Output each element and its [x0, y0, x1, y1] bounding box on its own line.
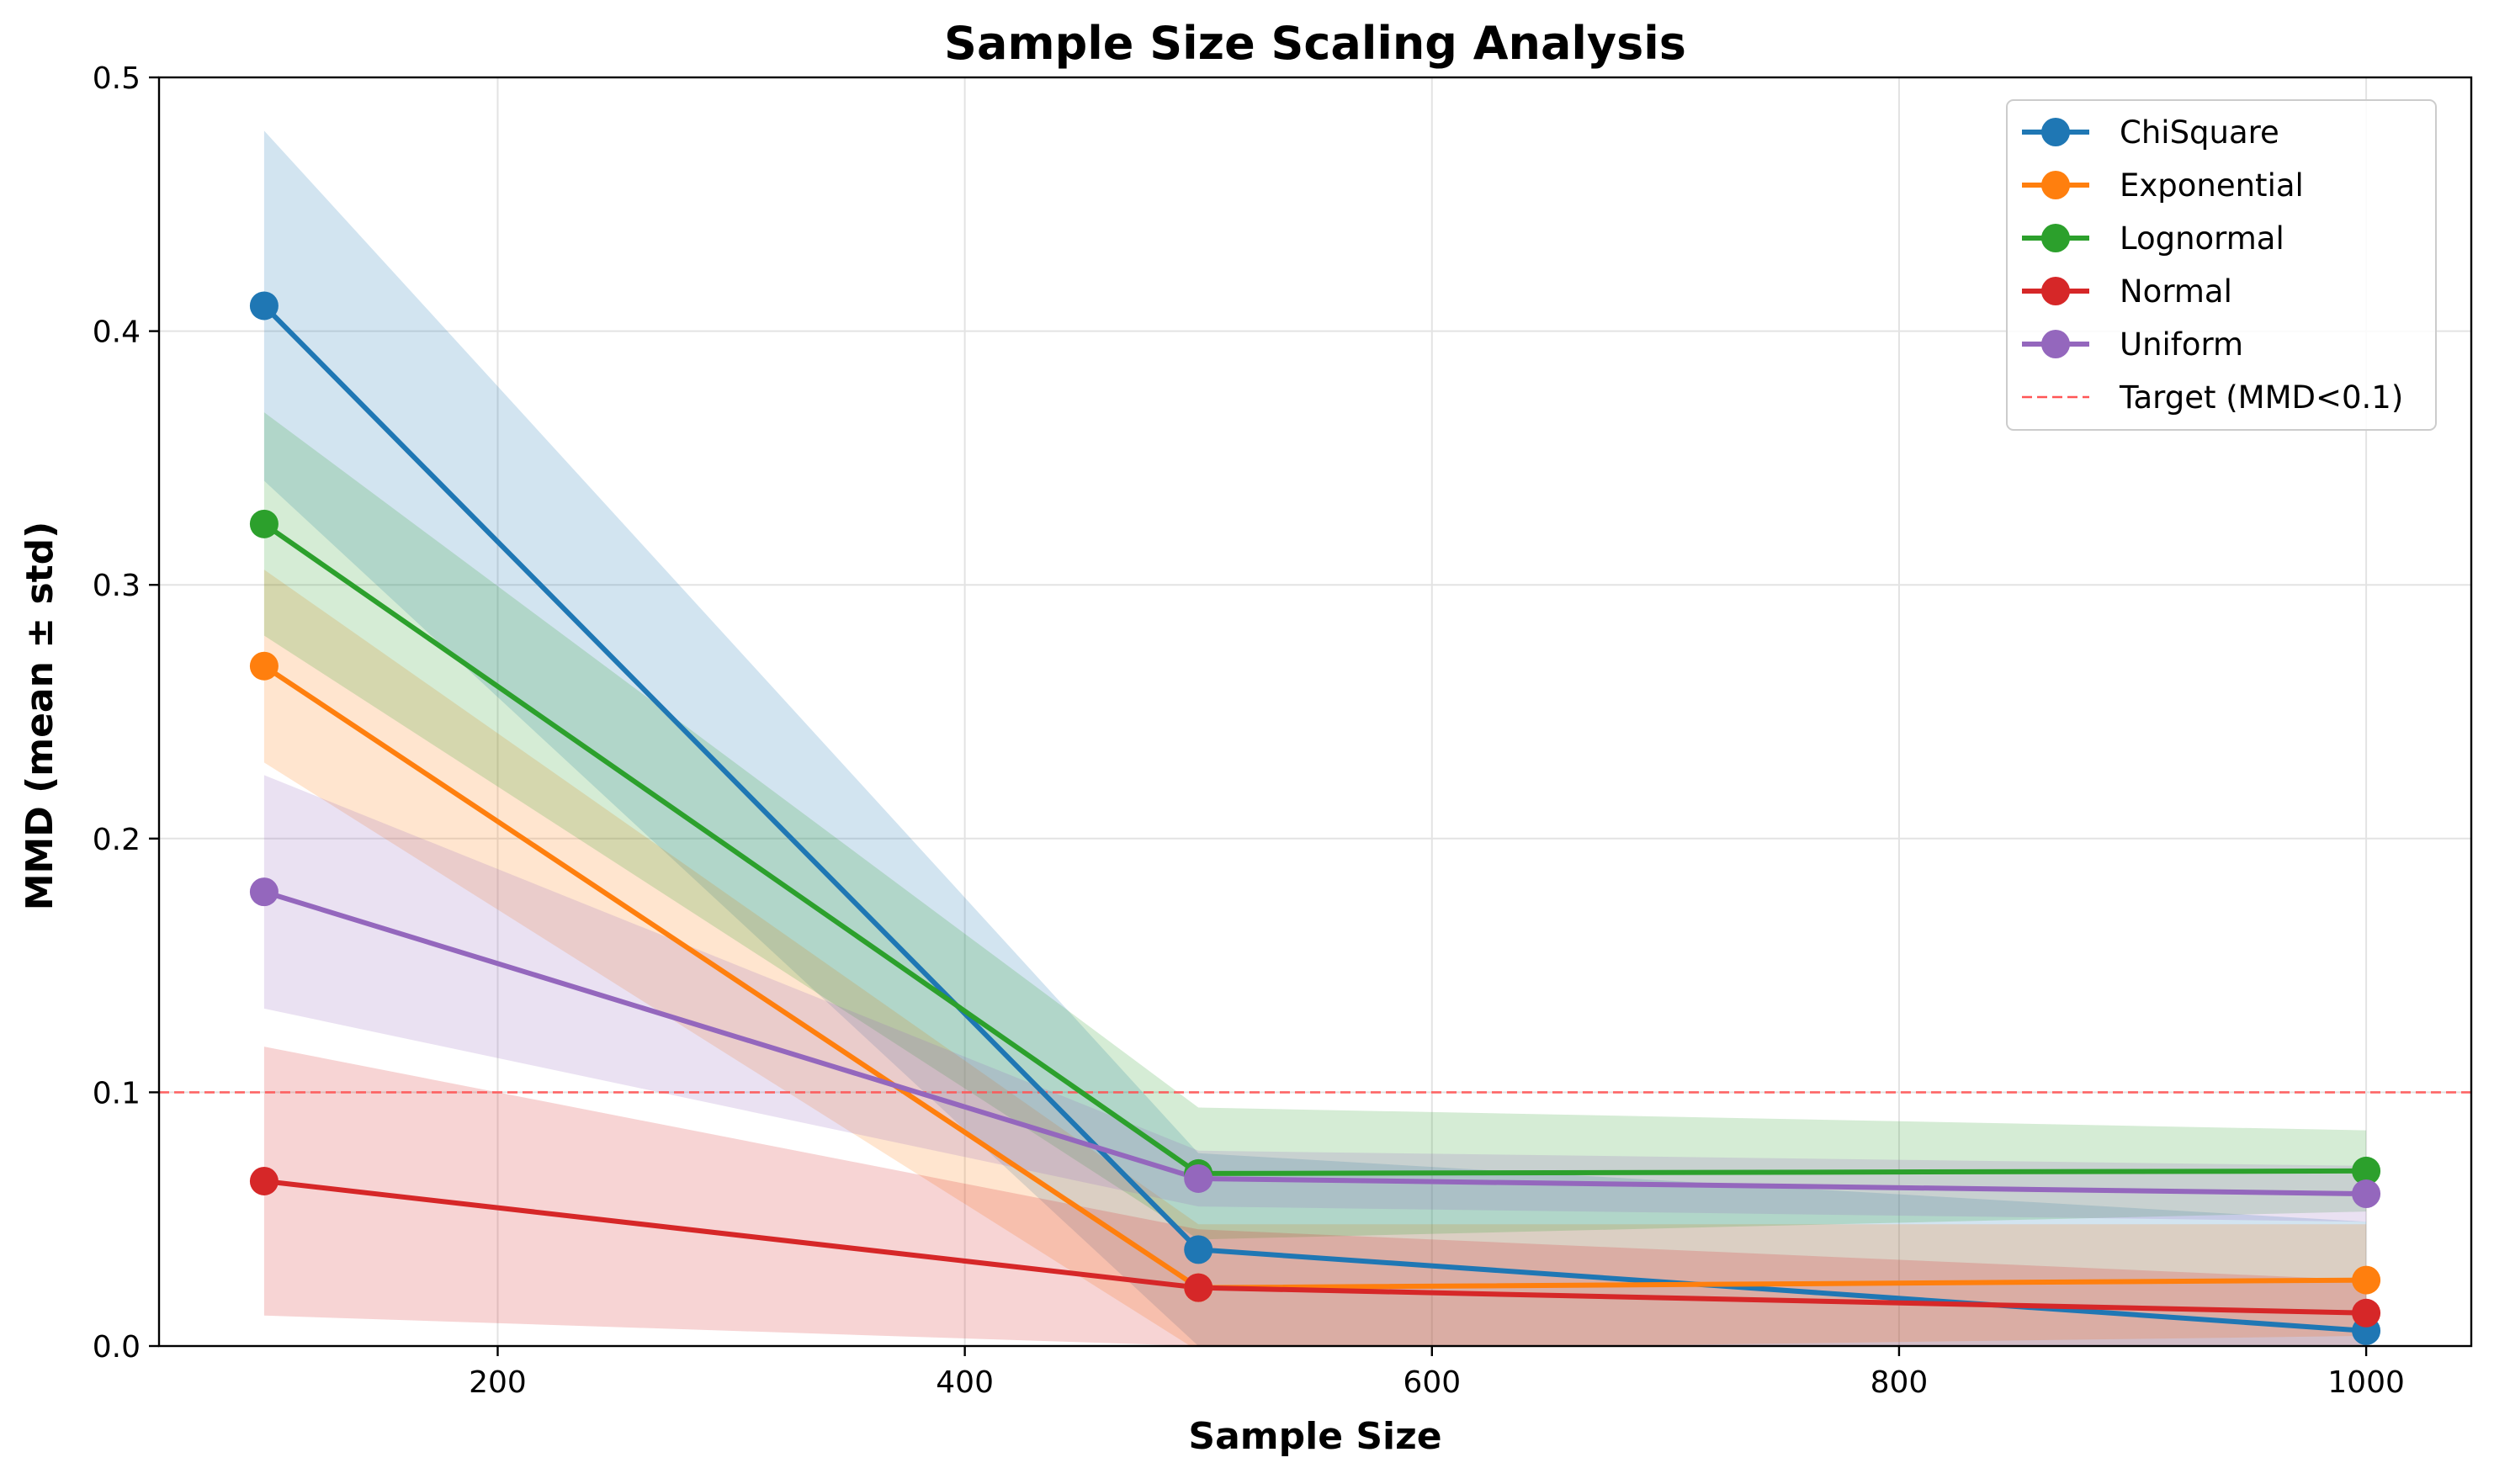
legend-marker-normal [2041, 277, 2070, 305]
legend-label-uniform: Uniform [2120, 326, 2243, 363]
legend-marker-exponential [2041, 171, 2070, 199]
data-point-chisquare [1184, 1235, 1213, 1264]
data-point-normal [1184, 1274, 1213, 1302]
x-tick-label: 400 [936, 1365, 994, 1400]
chart-title: Sample Size Scaling Analysis [944, 17, 1686, 70]
y-tick-label: 0.3 [93, 569, 141, 603]
x-tick-label: 200 [469, 1365, 527, 1400]
data-point-uniform [1184, 1164, 1213, 1193]
x-tick-label: 800 [1870, 1365, 1929, 1400]
y-tick-label: 0.0 [93, 1330, 141, 1365]
legend-marker-chisquare [2041, 118, 2070, 146]
y-tick-label: 0.4 [93, 315, 141, 350]
data-point-normal [2352, 1299, 2380, 1328]
data-point-exponential [250, 652, 279, 681]
y-tick-label: 0.2 [93, 823, 141, 857]
legend-label-lognormal: Lognormal [2120, 220, 2284, 257]
legend-label-exponential: Exponential [2120, 167, 2304, 204]
data-point-normal [250, 1167, 279, 1195]
data-point-uniform [250, 877, 279, 906]
y-axis-label: MMD (mean ± std) [19, 522, 61, 911]
legend: ChiSquare Exponential Lognormal Normal Unifo… [2007, 100, 2436, 430]
legend-label-chisquare: ChiSquare [2120, 114, 2279, 151]
legend-marker-uniform [2041, 330, 2070, 358]
legend-marker-lognormal [2041, 224, 2070, 252]
data-point-uniform [2352, 1179, 2380, 1208]
legend-label-target: Target (MMD<0.1) [2119, 379, 2403, 416]
legend-label-normal: Normal [2120, 273, 2232, 310]
data-point-lognormal [250, 510, 279, 538]
x-tick-label: 1000 [2327, 1365, 2405, 1400]
x-tick-label: 600 [1403, 1365, 1461, 1400]
y-tick-label: 0.5 [93, 61, 141, 96]
data-point-exponential [2352, 1266, 2380, 1295]
y-tick-label: 0.1 [93, 1076, 141, 1110]
x-axis-label: Sample Size [1188, 1415, 1441, 1458]
data-point-chisquare [250, 291, 279, 320]
